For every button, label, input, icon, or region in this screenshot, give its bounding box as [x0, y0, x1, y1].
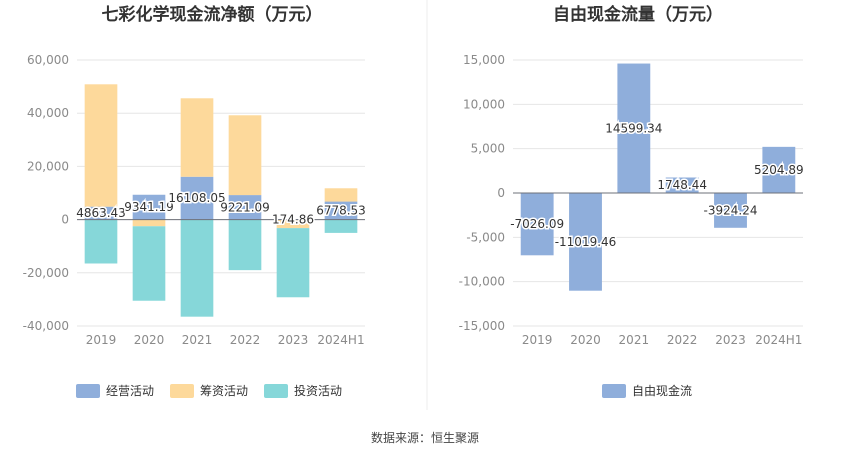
chart2-title: 自由现金流量（万元） [553, 4, 723, 25]
c1-bar-1 [84, 206, 118, 220]
c1-bar-2 [276, 219, 310, 229]
c1-xtick-label: 2023 [278, 333, 309, 347]
chart1-legend: 经营活动 筹资活动 投资活动 [76, 383, 342, 398]
c1-xtick-label: 2020 [134, 333, 165, 347]
c1-ytick-label: 40,000 [27, 106, 69, 120]
chart2-legend: 自由现金流 [602, 383, 692, 398]
c1-xtick-label: 2024H1 [317, 333, 364, 347]
c1-bar-3 [132, 226, 166, 301]
c1-legend-swatch [76, 384, 100, 398]
c1-legend-swatch [170, 384, 194, 398]
c2-xtick-label: 2020 [570, 333, 601, 347]
c2-data-label: 14599.34 [605, 121, 662, 135]
source-note: 数据来源：恒生聚源 [371, 430, 479, 445]
c1-bar-3 [180, 219, 214, 317]
c2-bar-1 [762, 146, 796, 193]
c2-bar-1 [520, 193, 554, 256]
c1-bar-2 [324, 188, 358, 202]
c1-legend-label: 筹资活动 [200, 384, 248, 398]
c1-bar-1 [324, 201, 358, 220]
c1-xtick-label: 2021 [182, 333, 213, 347]
c1-bar-2 [180, 98, 214, 177]
c2-bar-1 [714, 193, 747, 228]
c2-bar-1 [569, 193, 602, 291]
c2-ytick-label: -10,000 [459, 275, 505, 289]
c1-bar-2 [228, 115, 262, 196]
c2-xtick-label: 2024H1 [755, 333, 802, 347]
c2-data-label: -7026.09 [510, 217, 564, 231]
c1-xtick-label: 2019 [86, 333, 117, 347]
c1-bar-1 [228, 195, 262, 220]
c2-data-label: -11019.46 [555, 235, 617, 249]
c1-legend-label: 经营活动 [106, 384, 154, 398]
c2-ytick-label: 15,000 [463, 53, 505, 67]
c1-bar-2 [84, 84, 118, 207]
c1-data-label: 9341.19 [124, 200, 174, 214]
c2-xtick-label: 2019 [522, 333, 553, 347]
c2-ytick-label: 10,000 [463, 97, 505, 111]
c1-bar-3 [84, 219, 118, 264]
c1-bar-3 [228, 219, 262, 271]
c2-legend-swatch [602, 384, 626, 398]
c2-ytick-label: 5,000 [471, 142, 505, 156]
c2-bar-1 [617, 63, 651, 193]
c2-data-label: 5204.89 [754, 163, 804, 177]
c1-legend-label: 投资活动 [294, 383, 342, 398]
c2-data-label: -3924.24 [704, 203, 758, 217]
c1-ytick-label: -20,000 [23, 266, 69, 280]
c2-ytick-label: -5,000 [466, 230, 505, 244]
c1-bar-3 [324, 219, 358, 233]
c1-ytick-label: -40,000 [23, 319, 69, 333]
c2-legend-label: 自由现金流 [632, 383, 692, 398]
c1-bar-1 [132, 194, 166, 220]
c1-data-label: 16108.05 [168, 191, 225, 205]
c1-xtick-label: 2022 [230, 333, 261, 347]
c2-xtick-label: 2021 [619, 333, 650, 347]
cash-flow-net-chart: 七彩化学现金流净额（万元） 60,000 40,000 20,000 0 -20,000… [23, 4, 367, 398]
c1-ytick-label: 20,000 [27, 159, 69, 173]
c1-data-label: 9221.09 [220, 200, 270, 214]
chart1-title: 七彩化学现金流净额（万元） [102, 4, 323, 25]
c2-xtick-label: 2023 [715, 333, 746, 347]
c1-data-label: 174.86 [272, 212, 314, 226]
c2-data-label: 1748.44 [657, 178, 707, 192]
c1-ytick-label: 60,000 [27, 53, 69, 67]
c1-data-label: 4863.43 [76, 206, 126, 220]
c2-ytick-label: -15,000 [459, 319, 505, 333]
free-cash-flow-chart: 自由现金流量（万元） 15,000 10,000 5,000 0 -5,000 -10,0… [459, 4, 805, 398]
c1-legend-swatch [264, 384, 288, 398]
c1-bar-3 [276, 228, 310, 298]
c2-xtick-label: 2022 [667, 333, 698, 347]
c1-bar-1 [180, 176, 214, 220]
c1-data-label: 6778.53 [316, 204, 366, 218]
c1-ytick-label: 0 [61, 213, 69, 227]
c2-bar-1 [665, 177, 699, 193]
c1-bar-2 [132, 219, 166, 227]
c2-ytick-label: 0 [497, 186, 505, 200]
